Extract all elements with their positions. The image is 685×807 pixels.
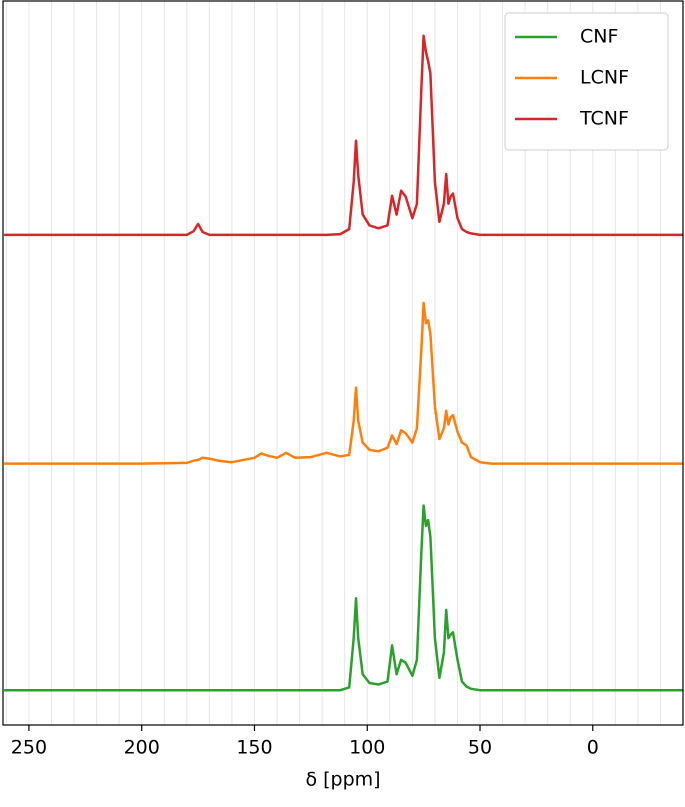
legend-box xyxy=(504,12,669,151)
spectrum-line xyxy=(4,34,683,237)
x-tick-label: 250 xyxy=(11,737,47,759)
x-tick-label: 0 xyxy=(587,737,599,759)
x-axis-label: δ [ppm] xyxy=(305,769,380,791)
legend-label: CNF xyxy=(580,26,618,48)
x-tick-label: 150 xyxy=(236,737,272,759)
legend-label: LCNF xyxy=(580,67,629,89)
x-tick-label: 100 xyxy=(349,737,385,759)
spectrum-line xyxy=(4,504,683,692)
legend: CNF LCNF TCNF xyxy=(504,12,669,151)
legend-label: TCNF xyxy=(579,108,629,130)
spectrum-line xyxy=(4,301,683,465)
plot-frame xyxy=(2,0,684,726)
x-tick-label: 200 xyxy=(124,737,160,759)
x-tick-label: 50 xyxy=(468,737,492,759)
